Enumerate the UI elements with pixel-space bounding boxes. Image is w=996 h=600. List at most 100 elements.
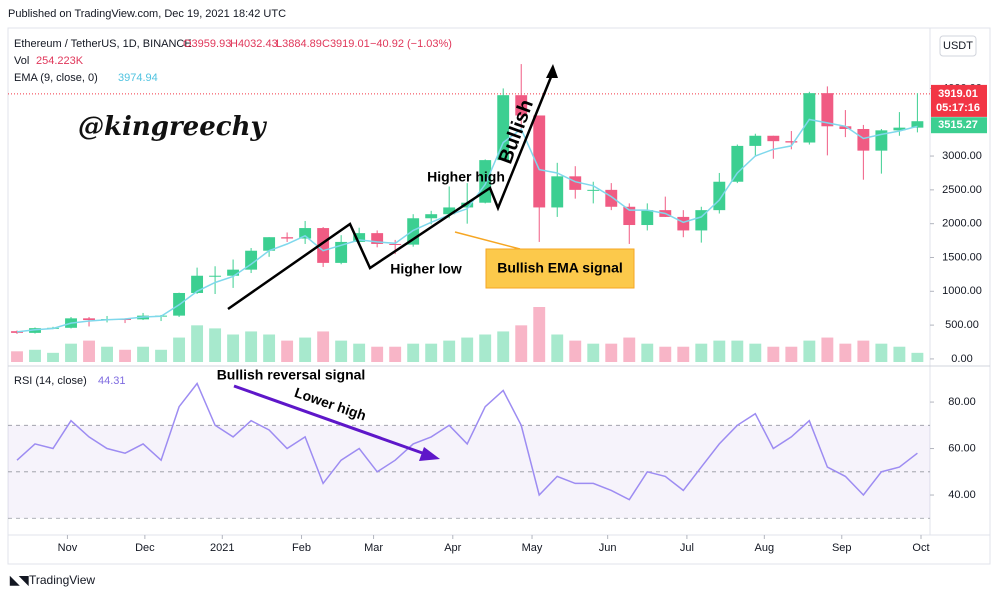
volume-bar: [299, 337, 312, 362]
volume-label: Vol: [14, 55, 29, 67]
y-tick-label: 3000.00: [942, 150, 982, 162]
ohlc-close: C3919.01: [322, 38, 370, 50]
candle-body: [515, 95, 528, 116]
candle-body: [263, 237, 276, 251]
x-tick-label: Jun: [599, 542, 617, 554]
volume-bar: [245, 331, 258, 362]
volume-bar: [317, 331, 330, 362]
candle-body: [569, 176, 582, 190]
volume-bar: [11, 351, 23, 362]
volume-bar: [911, 352, 924, 362]
volume-bar: [137, 346, 150, 362]
x-tick-label: Dec: [135, 542, 155, 554]
volume-bar: [497, 331, 510, 362]
volume-bar: [641, 343, 654, 362]
ohlc-change: −40.92 (−1.03%): [370, 38, 452, 50]
candle-body: [893, 127, 906, 131]
ema-tag: [931, 117, 987, 134]
x-tick-label: Nov: [58, 542, 78, 554]
volume-bar: [875, 343, 888, 362]
x-tick-label: Oct: [912, 542, 929, 554]
chart-frame: [7, 27, 991, 565]
candle-body: [713, 181, 726, 211]
volume-bar: [857, 340, 870, 362]
last-price-tag: [931, 84, 987, 117]
trend-path: [227, 71, 555, 311]
candle-body: [497, 95, 510, 161]
candle-body: [281, 237, 294, 239]
volume-bar: [731, 340, 744, 362]
volume-bar: [371, 346, 384, 362]
candle-body: [479, 160, 492, 203]
volume-bar: [785, 346, 798, 362]
volume-bar: [335, 340, 348, 362]
ohlc-open: O3959.93: [183, 38, 231, 50]
volume-bar: [389, 346, 402, 362]
volume-bar: [47, 352, 59, 362]
volume-bar: [515, 325, 528, 362]
volume-bar: [551, 334, 564, 362]
rsi-value: 44.31: [98, 375, 126, 387]
x-tick-label: Aug: [755, 542, 775, 554]
volume-bar: [587, 343, 600, 362]
candle-body: [371, 233, 384, 244]
volume-bar: [443, 340, 456, 362]
candle-body: [461, 202, 474, 208]
candle-body: [803, 93, 816, 143]
candle-body: [767, 135, 780, 142]
x-tick-label: Sep: [832, 542, 852, 554]
plot-area: Nov Dec 2021 Feb Mar Apr May Jun Jul Aug Sep Oct 0.0…: [8, 64, 987, 554]
legend: Ethereum / TetherUS, 1D, BINANCE O3959.9…: [14, 38, 452, 387]
volume-bar: [227, 334, 240, 362]
candle-body: [875, 130, 888, 151]
volume-bar: [209, 328, 222, 362]
countdown-label: 05:17:16: [936, 102, 980, 114]
candle-body: [641, 210, 654, 226]
volume-bar: [569, 340, 582, 362]
candle-body: [443, 207, 456, 215]
currency-box[interactable]: [939, 35, 977, 57]
volume-value: 254.223K: [36, 55, 84, 67]
volume-bar: [407, 343, 420, 362]
candle-body: [353, 233, 366, 242]
volume-bar: [281, 340, 294, 362]
y-tick-label: 0.00: [951, 353, 972, 365]
volume-bar: [155, 349, 168, 362]
volume-bar: [713, 340, 726, 362]
candle-body: [227, 269, 240, 276]
ohlc-high: H4032.43: [230, 38, 278, 50]
volume-bar: [821, 337, 834, 362]
candle-body: [857, 128, 870, 151]
rsi-tick-label: 60.00: [948, 442, 976, 454]
volume-bar: [767, 346, 780, 362]
volume-bar: [623, 337, 636, 362]
volume-bar: [191, 325, 204, 362]
volume-bar: [695, 343, 708, 362]
candle-body: [551, 176, 564, 208]
candle-body: [623, 206, 636, 226]
rsi-line: [16, 382, 918, 501]
rsi-label: RSI (14, close): [14, 375, 87, 387]
candle-body: [407, 218, 420, 245]
candle-body: [533, 115, 546, 208]
volume-bar: [893, 346, 906, 362]
volume-bar: [677, 346, 690, 362]
volume-bar: [533, 307, 546, 362]
candle-body: [83, 318, 95, 321]
x-tick-label: Mar: [364, 542, 383, 554]
footer-brand: TradingView: [29, 573, 95, 587]
volume-bar: [101, 346, 113, 362]
volume-bar: [263, 334, 276, 362]
candle-body: [11, 331, 23, 333]
volume-bar: [803, 340, 816, 362]
volume-bar: [605, 343, 618, 362]
callout-box: [485, 248, 635, 289]
y-tick-label: 2500.00: [942, 184, 982, 196]
x-tick-label: May: [522, 542, 543, 554]
volume-bar: [479, 334, 492, 362]
candle-body: [731, 145, 744, 182]
volume-bar: [65, 343, 77, 362]
currency: USDT: [943, 40, 973, 52]
